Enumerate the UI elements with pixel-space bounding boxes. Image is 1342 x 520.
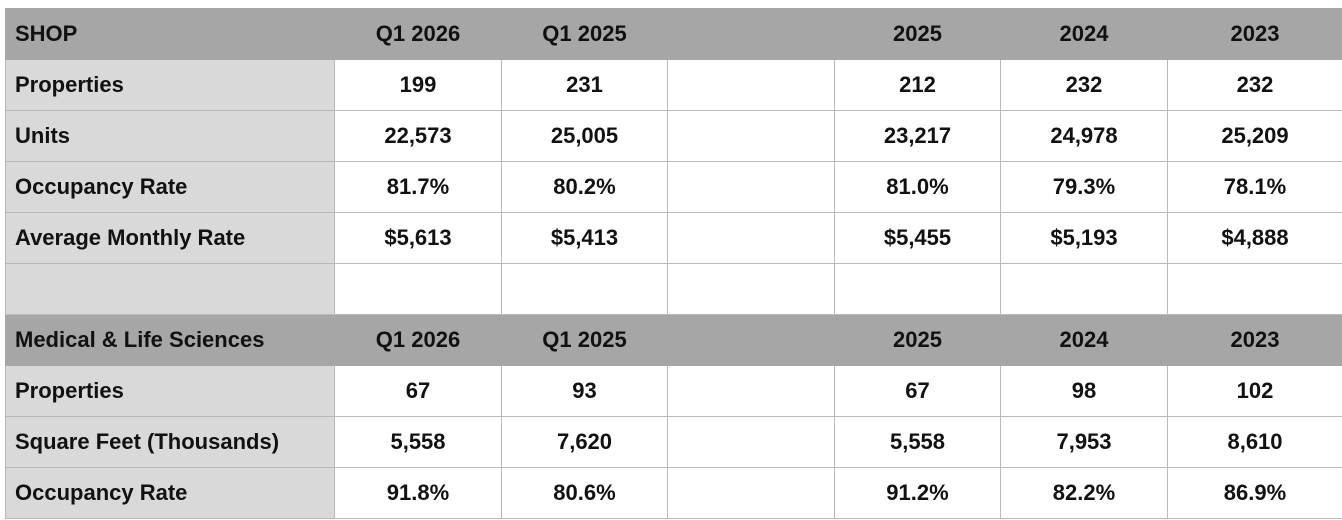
data-table: SHOP Q1 2026 Q1 2025 2025 2024 2023 Prop…: [5, 8, 1342, 519]
value-cell[interactable]: $5,413: [501, 212, 668, 264]
value-cell[interactable]: 7,953: [1000, 416, 1168, 468]
value-cell[interactable]: 5,558: [834, 416, 1001, 468]
value-cell[interactable]: 81.0%: [834, 161, 1001, 213]
column-header-cell[interactable]: Q1 2026: [334, 8, 502, 60]
column-header-cell[interactable]: [667, 8, 835, 60]
value-cell[interactable]: [667, 365, 835, 417]
table-row: Average Monthly Rate $5,613 $5,413 $5,45…: [5, 212, 1342, 264]
column-header-cell[interactable]: Q1 2026: [334, 314, 502, 366]
empty-cell[interactable]: [501, 263, 668, 315]
column-header-cell[interactable]: 2023: [1167, 8, 1342, 60]
value-cell[interactable]: 80.6%: [501, 467, 668, 519]
value-cell[interactable]: 91.8%: [334, 467, 502, 519]
value-cell[interactable]: 82.2%: [1000, 467, 1168, 519]
section-header-row: SHOP Q1 2026 Q1 2025 2025 2024 2023: [5, 8, 1342, 60]
value-cell[interactable]: 22,573: [334, 110, 502, 162]
value-cell[interactable]: 79.3%: [1000, 161, 1168, 213]
row-label-cell[interactable]: Square Feet (Thousands): [5, 416, 335, 468]
value-cell[interactable]: 25,209: [1167, 110, 1342, 162]
value-cell[interactable]: 80.2%: [501, 161, 668, 213]
value-cell[interactable]: 78.1%: [1167, 161, 1342, 213]
value-cell[interactable]: 102: [1167, 365, 1342, 417]
row-label-cell[interactable]: Units: [5, 110, 335, 162]
value-cell[interactable]: 25,005: [501, 110, 668, 162]
table-row: Square Feet (Thousands) 5,558 7,620 5,55…: [5, 416, 1342, 468]
value-cell[interactable]: $4,888: [1167, 212, 1342, 264]
value-cell[interactable]: [667, 416, 835, 468]
row-label-cell[interactable]: Properties: [5, 59, 335, 111]
column-header-cell[interactable]: 2023: [1167, 314, 1342, 366]
value-cell[interactable]: [667, 161, 835, 213]
column-header-cell[interactable]: Q1 2025: [501, 8, 668, 60]
row-label-cell[interactable]: Average Monthly Rate: [5, 212, 335, 264]
value-cell[interactable]: $5,613: [334, 212, 502, 264]
column-header-cell[interactable]: 2025: [834, 8, 1001, 60]
empty-label-cell[interactable]: [5, 263, 335, 315]
section-header-row: Medical & Life Sciences Q1 2026 Q1 2025 …: [5, 314, 1342, 366]
row-label-cell[interactable]: Occupancy Rate: [5, 161, 335, 213]
value-cell[interactable]: 5,558: [334, 416, 502, 468]
empty-cell[interactable]: [834, 263, 1001, 315]
value-cell[interactable]: 8,610: [1167, 416, 1342, 468]
section-title-cell[interactable]: SHOP: [5, 8, 335, 60]
value-cell[interactable]: 93: [501, 365, 668, 417]
column-header-cell[interactable]: Q1 2025: [501, 314, 668, 366]
value-cell[interactable]: 24,978: [1000, 110, 1168, 162]
table-row: Units 22,573 25,005 23,217 24,978 25,209: [5, 110, 1342, 162]
value-cell[interactable]: 98: [1000, 365, 1168, 417]
empty-cell[interactable]: [667, 263, 835, 315]
blank-row: [5, 263, 1342, 315]
table-row: Properties 199 231 212 232 232: [5, 59, 1342, 111]
value-cell[interactable]: 23,217: [834, 110, 1001, 162]
value-cell[interactable]: 199: [334, 59, 502, 111]
value-cell[interactable]: 67: [834, 365, 1001, 417]
value-cell[interactable]: 86.9%: [1167, 467, 1342, 519]
value-cell[interactable]: 81.7%: [334, 161, 502, 213]
column-header-cell[interactable]: 2025: [834, 314, 1001, 366]
value-cell[interactable]: $5,455: [834, 212, 1001, 264]
value-cell[interactable]: 232: [1000, 59, 1168, 111]
value-cell[interactable]: [667, 59, 835, 111]
section-title-cell[interactable]: Medical & Life Sciences: [5, 314, 335, 366]
value-cell[interactable]: $5,193: [1000, 212, 1168, 264]
value-cell[interactable]: [667, 110, 835, 162]
column-header-cell[interactable]: 2024: [1000, 8, 1168, 60]
table-row: Properties 67 93 67 98 102: [5, 365, 1342, 417]
row-label-cell[interactable]: Properties: [5, 365, 335, 417]
table-row: Occupancy Rate 91.8% 80.6% 91.2% 82.2% 8…: [5, 467, 1342, 519]
empty-cell[interactable]: [1167, 263, 1342, 315]
value-cell[interactable]: 212: [834, 59, 1001, 111]
value-cell[interactable]: 232: [1167, 59, 1342, 111]
empty-cell[interactable]: [334, 263, 502, 315]
table-row: Occupancy Rate 81.7% 80.2% 81.0% 79.3% 7…: [5, 161, 1342, 213]
column-header-cell[interactable]: 2024: [1000, 314, 1168, 366]
value-cell[interactable]: 7,620: [501, 416, 668, 468]
row-label-cell[interactable]: Occupancy Rate: [5, 467, 335, 519]
value-cell[interactable]: 231: [501, 59, 668, 111]
value-cell[interactable]: 67: [334, 365, 502, 417]
column-header-cell[interactable]: [667, 314, 835, 366]
empty-cell[interactable]: [1000, 263, 1168, 315]
value-cell[interactable]: 91.2%: [834, 467, 1001, 519]
value-cell[interactable]: [667, 467, 835, 519]
value-cell[interactable]: [667, 212, 835, 264]
